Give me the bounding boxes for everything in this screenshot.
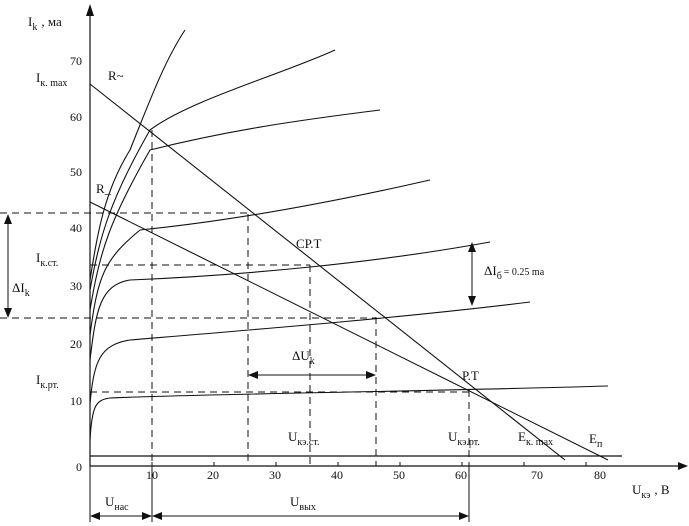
dashed-reference-lines: [0, 130, 470, 466]
delta-ik-label: ΔIk: [12, 280, 30, 299]
ik-max-label: Iк. max: [36, 70, 67, 89]
uke-rt-label: Uкэ.рт.: [448, 429, 480, 448]
x-axis-arrow: [678, 462, 688, 470]
delta-ib-label: ΔIб = 0.25 ma: [484, 263, 545, 282]
y-axis-arrow: [86, 4, 94, 16]
y-tick-label: 20: [70, 337, 82, 351]
delta-uk-label: ΔUk: [292, 348, 315, 367]
x-tick-label: 80: [594, 468, 606, 482]
y-axis-title: Ik, ма: [28, 14, 62, 33]
y-tick-label: 60: [70, 110, 82, 124]
characteristic-curve: [89, 301, 531, 405]
uke-st-label: Uкэ.ст.: [288, 429, 319, 448]
x-axis-title: Uкэ, B: [632, 482, 670, 501]
origin-label: 0: [76, 460, 82, 474]
x-tick-marks: [151, 462, 587, 466]
x-tick-label: 50: [393, 468, 405, 482]
characteristic-curve: [89, 49, 336, 291]
operating-point-st-label: СР.Т: [296, 236, 322, 251]
delta-ib-dimension: [468, 242, 476, 306]
characteristic-curve: [89, 385, 609, 441]
x-tick-label: 60: [455, 468, 467, 482]
characteristic-curve: [89, 241, 491, 361]
x-tick-label: 20: [207, 468, 219, 482]
y-tick-label: 40: [70, 221, 82, 235]
ik-rt-label: Iк.рт.: [36, 372, 59, 391]
x-tick-label: 30: [269, 468, 281, 482]
x-tick-label: 40: [331, 468, 343, 482]
y-tick-label: 50: [70, 165, 82, 179]
bottom-dimensions: [89, 466, 470, 522]
characteristic-curve: [89, 29, 186, 281]
x-tick-label: 70: [531, 468, 543, 482]
ik-st-label: Iк.ст.: [36, 250, 58, 269]
delta-ik-dimension: [4, 214, 12, 318]
output-characteristic-curves: [89, 29, 609, 441]
r-ac-label: R~: [108, 68, 124, 83]
ac-load-line: [89, 83, 566, 461]
r-dc-label: R_: [96, 181, 112, 196]
u-vyh-label: Uвых: [290, 494, 316, 513]
dc-load-line: [89, 201, 609, 461]
u-nas-label: Uнас: [105, 494, 129, 513]
characteristic-curve: [89, 179, 431, 336]
ek-max-label: Eк. max: [518, 429, 553, 448]
y-tick-label: 70: [70, 54, 82, 68]
delta-uk-dimension: [248, 371, 376, 379]
characteristic-curve: [89, 109, 381, 311]
operating-point-rt-label: Р.Т: [462, 368, 479, 383]
y-tick-label: 10: [70, 394, 82, 408]
ep-label: Eп: [589, 431, 603, 450]
y-tick-label: 30: [70, 279, 82, 293]
